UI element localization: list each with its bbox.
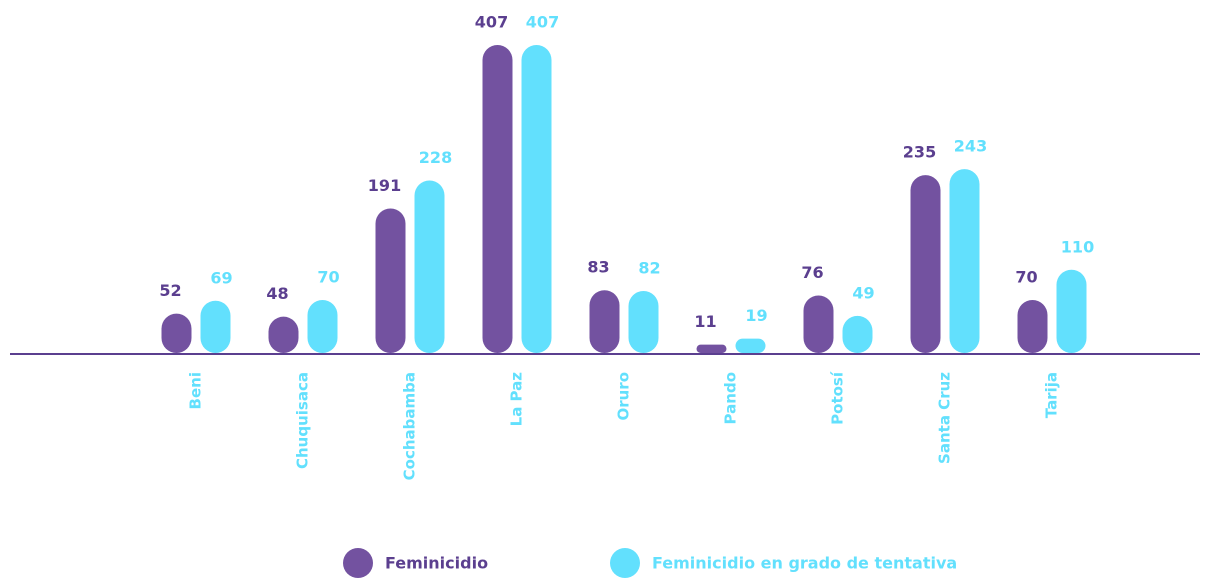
bar — [200, 300, 231, 353]
bar — [735, 338, 766, 353]
bar — [161, 313, 192, 353]
x-tick-label: Pando — [722, 372, 740, 424]
bar — [842, 315, 873, 353]
bar — [910, 175, 941, 353]
bar — [696, 344, 727, 353]
x-tick-label: Oruro — [615, 372, 633, 421]
value-label: 235 — [903, 143, 936, 162]
legend-label: Feminicidio en grado de tentativa — [652, 554, 957, 573]
value-label: 191 — [368, 176, 401, 195]
bar — [949, 169, 980, 353]
value-label: 69 — [210, 268, 232, 287]
legend-label: Feminicidio — [385, 554, 488, 573]
x-tick-label: Tarija — [1043, 372, 1061, 418]
value-label: 49 — [852, 283, 874, 302]
value-label: 76 — [801, 263, 823, 282]
value-label: 70 — [317, 268, 339, 287]
bar — [803, 295, 834, 353]
x-tick-label: Santa Cruz — [936, 372, 954, 464]
bar — [521, 45, 552, 353]
value-label: 243 — [954, 137, 987, 156]
bar — [628, 290, 659, 353]
bar — [482, 45, 513, 353]
value-label: 82 — [638, 258, 660, 277]
x-tick-label: Chuquisaca — [294, 372, 312, 469]
x-tick-label: Beni — [187, 372, 205, 409]
value-label: 70 — [1015, 268, 1037, 287]
bar — [1017, 300, 1048, 353]
bar — [268, 316, 299, 353]
bar — [375, 208, 406, 353]
bar — [1056, 269, 1087, 353]
x-tick-label: Potosí — [829, 371, 847, 425]
bar — [589, 290, 620, 353]
legend-swatch — [343, 548, 373, 578]
value-label: 407 — [526, 13, 559, 32]
bar — [414, 180, 445, 353]
value-label: 228 — [419, 148, 452, 167]
bar — [307, 300, 338, 353]
value-label: 11 — [694, 312, 716, 331]
x-tick-label: Cochabamba — [401, 372, 419, 480]
legend-swatch — [610, 548, 640, 578]
value-label: 52 — [159, 281, 181, 300]
value-label: 19 — [745, 306, 767, 325]
value-label: 407 — [475, 13, 508, 32]
value-label: 48 — [266, 284, 288, 303]
value-label: 83 — [587, 258, 609, 277]
x-tick-label: La Paz — [508, 372, 526, 427]
value-label: 110 — [1061, 237, 1094, 256]
